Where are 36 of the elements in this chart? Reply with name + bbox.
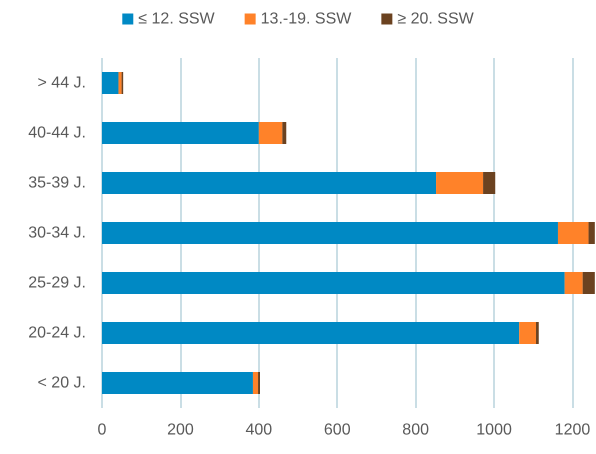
y-tick-label: 35-39 J. (28, 174, 86, 192)
x-tick-label: 0 (98, 422, 107, 438)
bar (536, 322, 539, 344)
bar (102, 222, 558, 244)
y-tick-label: 20-24 J. (28, 324, 86, 342)
bar (102, 172, 436, 194)
x-tick-label: 400 (245, 422, 272, 438)
x-tick-label: 1000 (476, 422, 512, 438)
legend-label: 13.-19. SSW (260, 10, 352, 28)
x-tick-label: 800 (402, 422, 430, 438)
x-tick-label: 600 (324, 422, 351, 438)
x-tick-label: 1200 (554, 422, 590, 438)
bar (582, 272, 595, 294)
bar (102, 122, 259, 144)
bar (558, 222, 589, 244)
bar (519, 322, 536, 344)
bar (102, 72, 118, 94)
bar (102, 322, 520, 344)
bar (258, 122, 282, 144)
bar (564, 272, 583, 294)
bar (436, 172, 484, 194)
y-tick-label: 40-44 J. (28, 124, 86, 142)
bar (102, 372, 253, 394)
y-tick-label: 25-29 J. (28, 274, 86, 292)
legend-label: ≥ 20. SSW (397, 10, 475, 28)
x-tick-label: 200 (167, 422, 194, 438)
legend-label: ≤ 12. SSW (138, 10, 216, 28)
y-tick-label: > 44 J. (38, 74, 86, 92)
bar (102, 272, 565, 294)
y-tick-label: < 20 J. (38, 374, 86, 392)
bar (588, 222, 595, 244)
y-tick-label: 30-34 J. (28, 224, 86, 242)
bar (118, 72, 122, 94)
bar (483, 172, 496, 194)
bar (252, 372, 258, 394)
bar (282, 122, 286, 144)
